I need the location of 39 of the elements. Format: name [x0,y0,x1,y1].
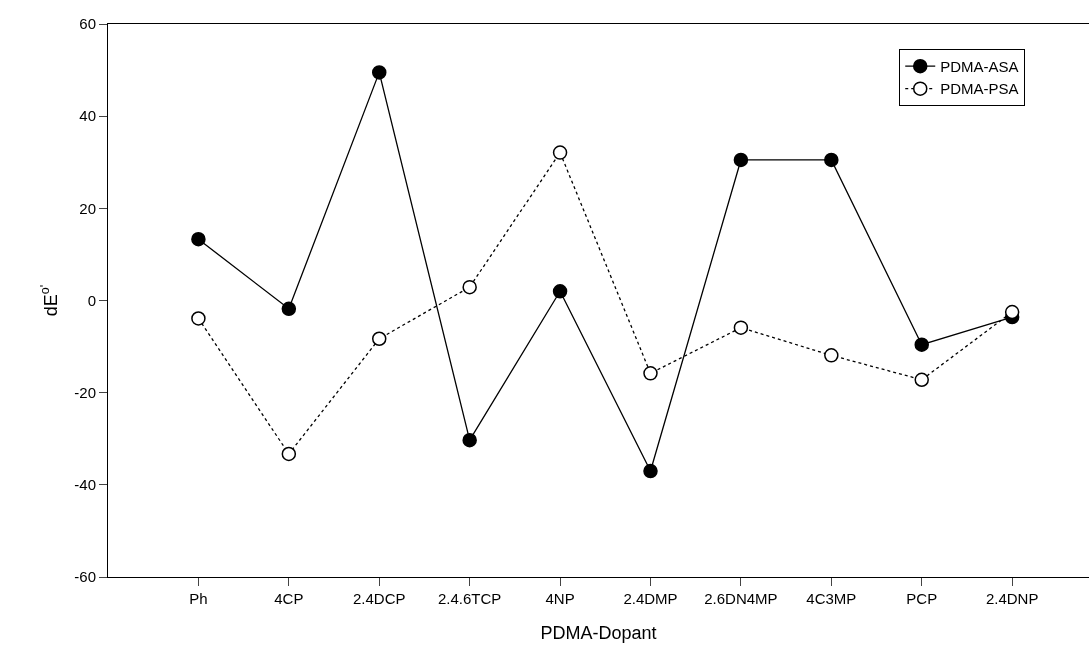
y-tick-label: -40 [74,476,96,494]
point [281,446,297,462]
point [1004,304,1020,320]
point [643,463,658,479]
point [372,65,387,80]
point [462,279,477,295]
x-tick-label: 2.4.6TCP [437,590,502,607]
point [914,337,929,352]
x-tick-label: 2.4DCP [352,590,406,607]
y-tick-label: -60 [74,568,96,586]
point [191,231,206,247]
point [191,311,206,326]
x-tick-label: 2.6DN4MP [704,590,778,607]
x-tick-label: 4C3MP [806,590,857,607]
point [733,152,749,168]
x-tick-label: 2.4DMP [623,590,678,607]
x-tick-label: Ph [189,590,208,607]
x-tick-label: 4NP [545,590,575,607]
point [552,145,568,160]
point [824,348,839,363]
point [462,432,477,448]
y-tick-label: -20 [74,383,96,401]
x-tick-label: 2.4DNP [985,590,1039,607]
x-axis-title: PDMA-Dopant [540,623,657,644]
y-tick-label: 0 [87,291,96,309]
x-tick-label: PCP [906,590,938,607]
point [281,301,297,317]
legend-label: PDMA-PSA [940,80,1019,98]
point [733,320,749,335]
point [552,284,568,299]
y-tick-label: 60 [79,15,96,33]
y-tick-label: 20 [79,199,96,217]
point [914,372,929,387]
point [643,366,658,381]
y-tick-label: 40 [79,107,96,125]
point [372,331,387,346]
point [824,152,839,168]
legend-label: PDMA-ASA [940,57,1019,75]
x-tick-label: 4CP [274,590,304,607]
